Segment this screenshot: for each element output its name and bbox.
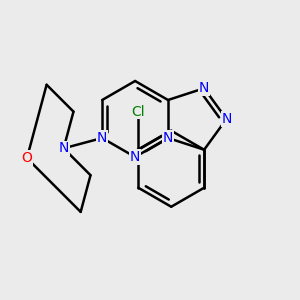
Text: O: O bbox=[22, 151, 32, 165]
Text: Cl: Cl bbox=[131, 105, 145, 119]
Text: N: N bbox=[97, 131, 107, 145]
Text: N: N bbox=[199, 81, 209, 95]
Text: N: N bbox=[130, 150, 140, 164]
Text: N: N bbox=[163, 131, 173, 145]
Text: N: N bbox=[58, 141, 69, 155]
Text: N: N bbox=[221, 112, 232, 126]
